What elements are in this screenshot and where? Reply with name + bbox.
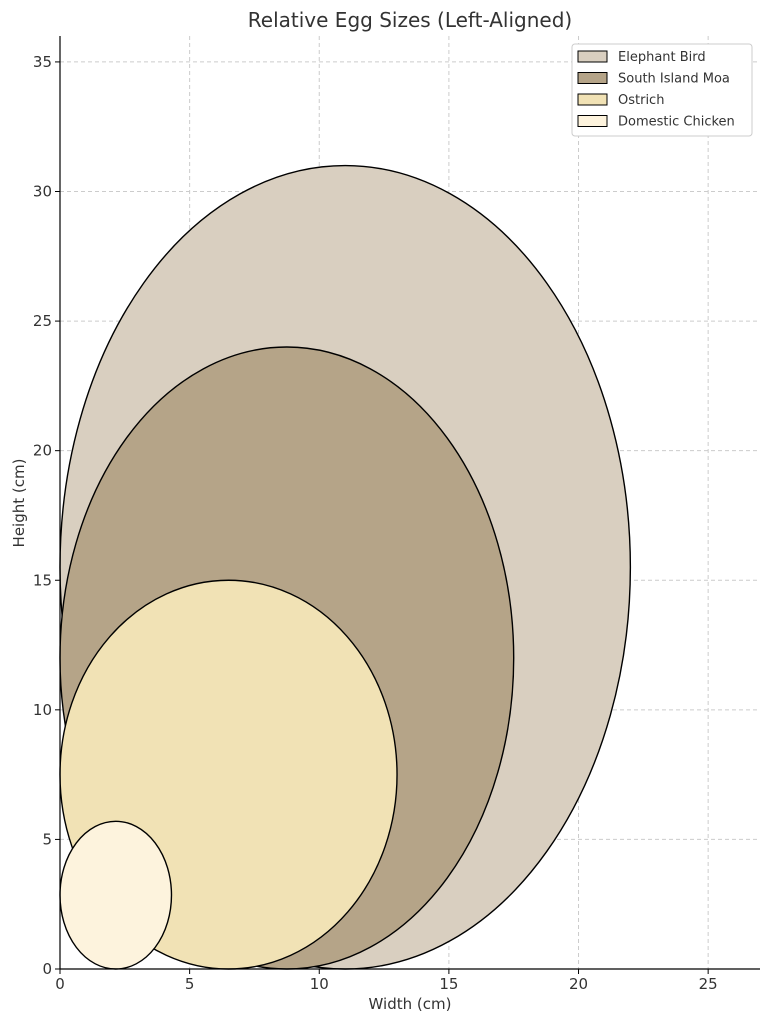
y-tick-label: 25 <box>33 312 52 330</box>
legend-label: Elephant Bird <box>618 50 706 65</box>
legend-label: Domestic Chicken <box>618 115 735 130</box>
y-tick-label: 20 <box>33 442 52 460</box>
chart-title: Relative Egg Sizes (Left-Aligned) <box>248 8 572 32</box>
legend: Elephant Bird South Island Moa Ostrich Dome… <box>571 43 753 137</box>
x-tick-label: 5 <box>185 975 195 993</box>
y-tick-label: 0 <box>42 960 52 978</box>
legend-swatch <box>577 72 608 84</box>
legend-swatch <box>577 115 608 127</box>
legend-label: Ostrich <box>618 93 664 108</box>
legend-swatch <box>577 93 608 106</box>
legend-swatch <box>577 50 608 63</box>
x-tick-label: 20 <box>569 975 588 993</box>
egg-domestic-chicken <box>59 820 173 970</box>
x-tick-label: 0 <box>55 975 65 993</box>
x-tick-label: 10 <box>310 975 329 993</box>
x-tick-label: 25 <box>699 975 718 993</box>
x-axis-ticks: 0 5 10 15 20 25 <box>55 969 718 993</box>
y-axis-ticks: 0 5 10 15 20 25 30 35 <box>33 53 60 978</box>
egg-ellipses <box>59 164 632 970</box>
x-axis-label: Width (cm) <box>369 995 452 1013</box>
y-axis-label: Height (cm) <box>10 459 28 548</box>
legend-frame <box>571 43 753 137</box>
y-tick-label: 5 <box>42 830 52 848</box>
y-tick-label: 30 <box>33 183 52 201</box>
x-tick-label: 15 <box>439 975 458 993</box>
y-tick-label: 15 <box>33 571 52 589</box>
legend-label: South Island Moa <box>618 72 730 87</box>
y-tick-label: 35 <box>33 53 52 71</box>
y-tick-label: 10 <box>33 701 52 719</box>
